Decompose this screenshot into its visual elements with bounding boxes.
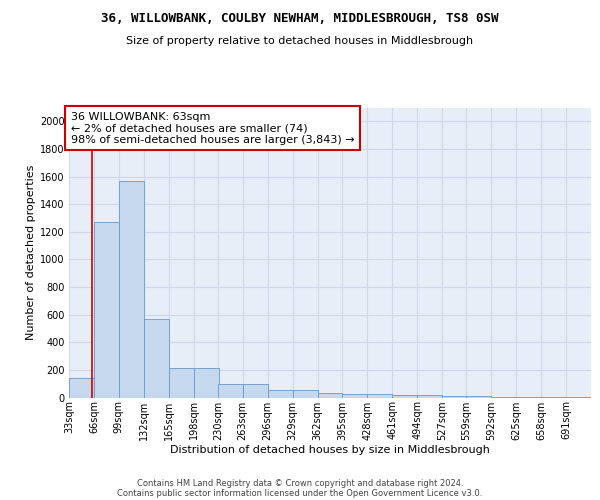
Bar: [293, 390, 317, 398]
Bar: [466, 396, 491, 398]
Bar: [268, 390, 293, 398]
Bar: [243, 384, 268, 398]
Bar: [169, 368, 194, 398]
X-axis label: Distribution of detached houses by size in Middlesbrough: Distribution of detached houses by size …: [170, 446, 490, 456]
Bar: [442, 396, 467, 398]
Bar: [516, 397, 541, 398]
Bar: [94, 222, 119, 398]
Text: 36, WILLOWBANK, COULBY NEWHAM, MIDDLESBROUGH, TS8 0SW: 36, WILLOWBANK, COULBY NEWHAM, MIDDLESBR…: [101, 12, 499, 26]
Bar: [119, 180, 144, 398]
Bar: [343, 394, 367, 398]
Bar: [317, 394, 343, 398]
Bar: [69, 378, 94, 398]
Bar: [392, 394, 417, 398]
Bar: [367, 394, 392, 398]
Text: Size of property relative to detached houses in Middlesbrough: Size of property relative to detached ho…: [127, 36, 473, 46]
Y-axis label: Number of detached properties: Number of detached properties: [26, 165, 36, 340]
Bar: [218, 384, 243, 398]
Bar: [144, 319, 169, 398]
Text: Contains public sector information licensed under the Open Government Licence v3: Contains public sector information licen…: [118, 488, 482, 498]
Bar: [417, 396, 442, 398]
Text: 36 WILLOWBANK: 63sqm
← 2% of detached houses are smaller (74)
98% of semi-detach: 36 WILLOWBANK: 63sqm ← 2% of detached ho…: [71, 112, 354, 145]
Bar: [491, 397, 516, 398]
Bar: [194, 368, 218, 398]
Text: Contains HM Land Registry data © Crown copyright and database right 2024.: Contains HM Land Registry data © Crown c…: [137, 478, 463, 488]
